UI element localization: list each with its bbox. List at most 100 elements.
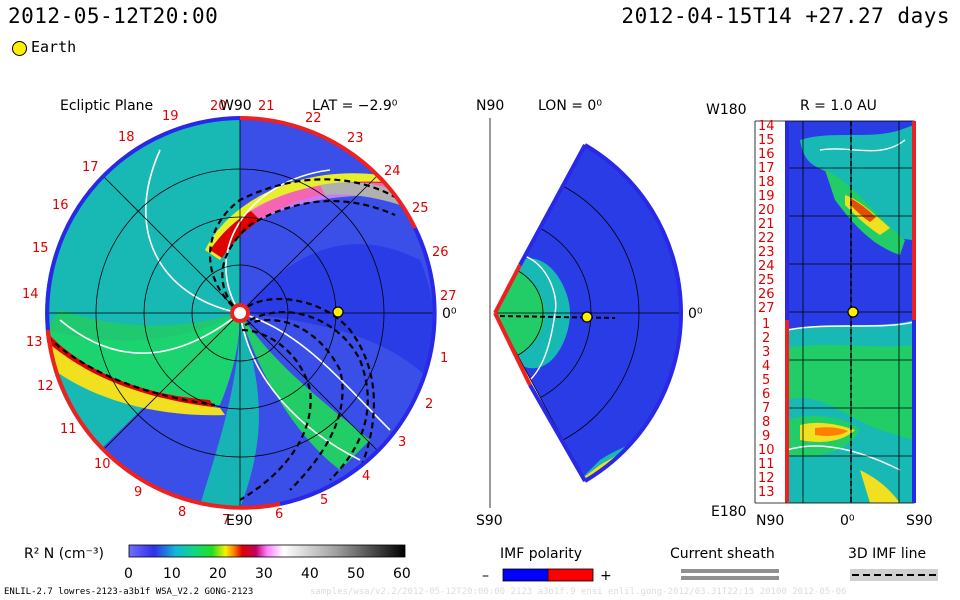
svg-text:23: 23	[347, 131, 364, 146]
svg-text:2: 2	[425, 397, 433, 412]
imf-polarity-title: IMF polarity	[500, 546, 582, 562]
radial-top-left-label: W180	[706, 102, 747, 118]
svg-text:5: 5	[320, 493, 328, 508]
meridional-plane-plot: N90 LON = 0⁰ S90 0⁰	[476, 98, 703, 529]
ecliptic-top-label: W90	[220, 98, 252, 114]
svg-text:9: 9	[762, 429, 770, 444]
radial-1au-plot: 14 15 16 17 18 19 20 21 22 23 24 25 26 2…	[706, 98, 933, 529]
svg-text:18: 18	[758, 175, 775, 190]
ecliptic-lat-label: LAT = −2.9⁰	[312, 98, 398, 114]
ecliptic-plane-plot: 20 21 22 23 24 25 26 27 1 2 3 4 5 6 7 8 …	[22, 98, 457, 529]
meridional-top-label: N90	[476, 98, 504, 114]
colorbar-tick-30: 30	[255, 566, 273, 582]
svg-text:4: 4	[362, 469, 370, 484]
imf-minus-label: –	[482, 568, 489, 584]
earth-meridional-icon	[581, 311, 593, 323]
ecliptic-title: Ecliptic Plane	[60, 98, 153, 114]
svg-text:25: 25	[758, 273, 775, 288]
svg-text:17: 17	[758, 161, 775, 176]
radial-x-label-0: 0⁰	[840, 513, 855, 529]
svg-text:20: 20	[210, 99, 227, 114]
reference-time: 2012-04-15T14 +27.27 days	[621, 4, 950, 28]
ecliptic-right-label: 0⁰	[442, 306, 457, 322]
svg-text:10: 10	[94, 457, 111, 472]
svg-text:21: 21	[758, 217, 775, 232]
svg-text:12: 12	[758, 471, 775, 486]
svg-text:5: 5	[762, 373, 770, 388]
colorbar-tick-50: 50	[347, 566, 365, 582]
imf-line-legend: 3D IMF line	[848, 546, 938, 581]
radial-x-label-n90: N90	[756, 513, 784, 529]
svg-text:18: 18	[118, 130, 135, 145]
current-sheath-title: Current sheath	[670, 546, 775, 562]
svg-text:11: 11	[60, 422, 77, 437]
ecliptic-bottom-label: E90	[226, 513, 253, 529]
colorbar-tick-20: 20	[209, 566, 227, 582]
imf-plus-label: +	[600, 568, 612, 584]
svg-text:14: 14	[22, 287, 39, 302]
meridional-bottom-label: S90	[476, 513, 503, 529]
svg-text:13: 13	[758, 485, 775, 500]
earth-marker-icon	[12, 41, 27, 56]
svg-text:14: 14	[758, 119, 775, 134]
model-time: 2012-05-12T20:00	[8, 4, 219, 28]
svg-text:22: 22	[305, 111, 322, 126]
svg-text:8: 8	[762, 415, 770, 430]
svg-text:12: 12	[37, 379, 54, 394]
svg-text:4: 4	[762, 359, 770, 374]
svg-text:13: 13	[26, 335, 43, 350]
density-colorbar: 0 10 20 30 40 50 60 R² N (cm⁻³)	[24, 544, 411, 582]
radial-day-numbers: 14 15 16 17 18 19 20 21 22 23 24 25 26 2…	[758, 119, 775, 500]
svg-text:7: 7	[762, 401, 770, 416]
colorbar-tick-40: 40	[301, 566, 319, 582]
svg-text:25: 25	[412, 201, 429, 216]
imf-line-title: 3D IMF line	[848, 546, 926, 562]
svg-text:20: 20	[758, 203, 775, 218]
svg-text:15: 15	[32, 241, 49, 256]
svg-text:2: 2	[762, 331, 770, 346]
svg-text:22: 22	[758, 231, 775, 246]
ecliptic-day-numbers: 20 21 22 23 24 25 26 27 1 2 3 4 5 6 7 8 …	[22, 99, 457, 528]
svg-text:8: 8	[178, 505, 186, 520]
earth-ecliptic-icon	[332, 306, 344, 318]
svg-text:1: 1	[440, 351, 448, 366]
svg-text:24: 24	[384, 164, 401, 179]
svg-text:27: 27	[758, 301, 775, 316]
imf-polarity-legend: IMF polarity – +	[482, 546, 612, 584]
earth-legend-label: Earth	[31, 38, 77, 56]
svg-text:10: 10	[758, 443, 775, 458]
svg-text:23: 23	[758, 245, 775, 260]
colorbar-label: R² N (cm⁻³)	[24, 546, 104, 562]
meridional-lon-label: LON = 0⁰	[538, 98, 602, 114]
svg-text:21: 21	[258, 99, 275, 114]
earth-radial-icon	[847, 306, 859, 318]
svg-text:7: 7	[222, 513, 230, 528]
current-sheath-legend: Current sheath	[670, 546, 779, 580]
svg-text:1: 1	[762, 317, 770, 332]
svg-text:26: 26	[758, 287, 775, 302]
colorbar-tick-0: 0	[124, 566, 133, 582]
svg-text:15: 15	[758, 133, 775, 148]
svg-text:26: 26	[432, 245, 449, 260]
svg-text:27: 27	[440, 289, 457, 304]
svg-text:16: 16	[758, 147, 775, 162]
svg-text:3: 3	[398, 435, 406, 450]
colorbar-tick-60: 60	[393, 566, 411, 582]
svg-text:19: 19	[162, 109, 179, 124]
radial-x-label-s90: S90	[906, 513, 933, 529]
svg-text:24: 24	[758, 259, 775, 274]
footer-version: ENLIL-2.7 lowres-2123-a3b1f WSA_V2.2 GON…	[4, 587, 254, 597]
svg-text:17: 17	[82, 160, 99, 175]
footer-path: samples/wsa/v2.2/2012-05-12T20:00:00 212…	[310, 587, 847, 597]
svg-text:6: 6	[275, 507, 283, 522]
colorbar-tick-10: 10	[163, 566, 181, 582]
svg-text:11: 11	[758, 457, 775, 472]
svg-text:6: 6	[762, 387, 770, 402]
svg-text:19: 19	[758, 189, 775, 204]
svg-text:3: 3	[762, 345, 770, 360]
radial-r-label: R = 1.0 AU	[800, 98, 877, 114]
radial-bottom-left-label: E180	[711, 504, 747, 520]
svg-text:16: 16	[52, 198, 69, 213]
svg-text:9: 9	[134, 485, 142, 500]
